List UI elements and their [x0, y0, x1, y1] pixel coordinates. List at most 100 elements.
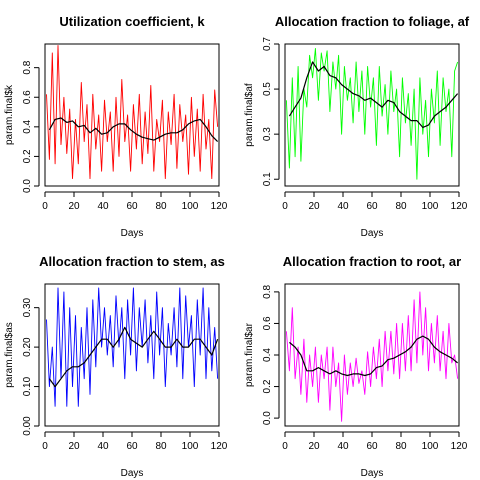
x-tick-label: 60 — [126, 201, 138, 212]
data-point — [89, 178, 90, 179]
data-point — [165, 178, 166, 179]
data-point — [182, 378, 183, 379]
data-point — [448, 323, 449, 324]
x-tick-label: 0 — [282, 441, 288, 452]
data-point — [139, 307, 140, 308]
data-point — [95, 128, 96, 129]
x-tick-label: 40 — [337, 441, 349, 452]
data-point — [335, 77, 336, 78]
x-tick-label: 100 — [422, 441, 439, 452]
data-point — [405, 351, 406, 352]
data-point — [376, 102, 377, 103]
data-point — [217, 378, 218, 379]
chart-title: Allocation fraction to root, ar — [283, 254, 461, 269]
data-point — [147, 339, 148, 340]
data-point — [405, 122, 406, 123]
data-point — [437, 70, 438, 71]
x-tick-label: 60 — [366, 201, 378, 212]
data-point — [358, 95, 359, 96]
data-point — [344, 354, 345, 355]
data-point — [171, 354, 172, 355]
x-axis-label: Days — [121, 228, 144, 239]
y-tick-label: 0.2 — [22, 149, 33, 163]
data-point — [179, 104, 180, 105]
data-point — [69, 109, 70, 110]
data-point — [200, 171, 201, 172]
data-point — [396, 323, 397, 324]
data-point — [347, 375, 348, 376]
x-tick-label: 100 — [182, 201, 199, 212]
data-point — [185, 114, 186, 115]
data-point — [75, 315, 76, 316]
data-point — [295, 156, 296, 157]
data-point — [211, 370, 212, 371]
data-point — [370, 107, 371, 108]
data-point — [211, 135, 212, 136]
smoothed-series — [48, 326, 219, 388]
data-point — [300, 98, 301, 99]
raw-series — [46, 287, 219, 407]
x-tick-label: 40 — [97, 201, 109, 212]
data-point — [153, 171, 154, 172]
data-point — [358, 111, 359, 112]
data-point — [347, 394, 348, 395]
data-point — [113, 366, 114, 367]
data-point — [153, 140, 154, 141]
data-point — [101, 339, 102, 340]
data-point — [139, 94, 140, 95]
data-point — [387, 370, 388, 371]
data-point — [110, 315, 111, 316]
data-point — [286, 100, 287, 101]
data-point — [399, 111, 400, 112]
data-point — [185, 295, 186, 296]
data-point — [411, 370, 412, 371]
data-point — [203, 287, 204, 288]
data-point — [358, 383, 359, 384]
data-point — [428, 339, 429, 340]
data-point — [364, 100, 365, 101]
data-point — [197, 109, 198, 110]
data-point — [95, 366, 96, 367]
raw-series — [46, 45, 219, 180]
data-point — [361, 370, 362, 371]
data-point — [329, 410, 330, 411]
data-point — [379, 339, 380, 340]
plot-frame — [284, 283, 460, 427]
series-line — [288, 61, 459, 129]
data-point — [130, 129, 131, 130]
data-point — [373, 347, 374, 348]
data-point — [457, 362, 458, 363]
data-point — [145, 111, 146, 112]
x-tick-label: 20 — [68, 441, 80, 452]
y-tick-label: 0.4 — [262, 348, 273, 362]
data-point — [344, 66, 345, 67]
y-tick-label: 0.3 — [262, 127, 273, 141]
data-point — [309, 55, 310, 56]
y-tick-label: 0.30 — [22, 297, 33, 317]
data-point — [387, 134, 388, 135]
data-point — [445, 107, 446, 108]
data-point — [408, 315, 409, 316]
data-point — [113, 347, 114, 348]
data-point — [115, 97, 116, 98]
series-line — [46, 287, 219, 407]
data-point — [49, 159, 50, 160]
data-point — [95, 347, 96, 348]
data-point — [66, 370, 67, 371]
data-point — [78, 366, 79, 367]
x-tick-label: 100 — [182, 441, 199, 452]
data-point — [289, 342, 290, 343]
data-point — [118, 339, 119, 340]
data-point — [361, 70, 362, 71]
data-point — [382, 116, 383, 117]
data-point — [130, 171, 131, 172]
series-line — [46, 45, 219, 180]
chart-panel-4: Allocation fraction to root, ar 0 20 40 60 80… — [244, 254, 468, 479]
data-point — [431, 89, 432, 90]
data-point — [332, 61, 333, 62]
data-point — [298, 66, 299, 67]
data-point — [353, 386, 354, 387]
data-point — [411, 347, 412, 348]
data-point — [200, 354, 201, 355]
data-point — [445, 354, 446, 355]
